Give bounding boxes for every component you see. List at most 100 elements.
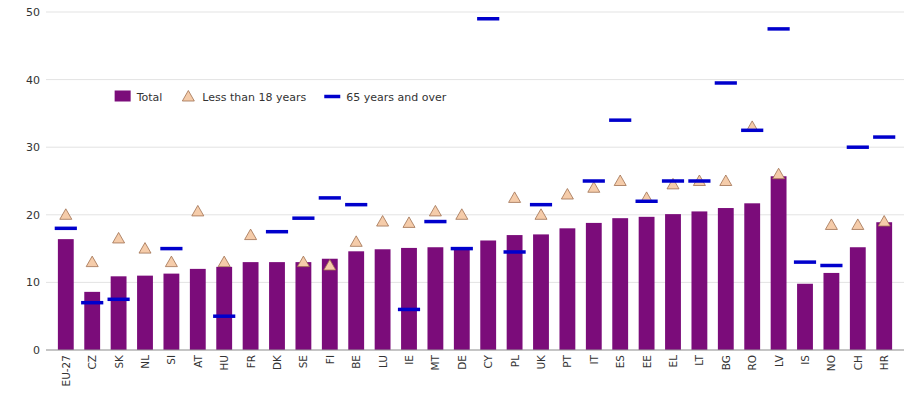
triangle-marker	[60, 209, 72, 220]
triangle-marker	[377, 216, 389, 227]
chart: 01020304050EU-27CZSKNLSIATHUFRDKSEFIBELU…	[0, 0, 916, 412]
bar	[876, 222, 892, 350]
bar	[771, 176, 787, 350]
triangle-marker	[403, 217, 415, 228]
legend-label: Total	[136, 91, 163, 104]
bar	[744, 203, 760, 350]
grid-line	[46, 147, 904, 148]
dash-marker	[794, 260, 816, 264]
dash-marker	[451, 247, 473, 251]
legend-swatch	[115, 91, 131, 102]
dash-marker	[636, 200, 658, 204]
bar	[691, 211, 707, 350]
bar	[639, 217, 655, 350]
triangle-marker	[165, 256, 177, 267]
dash-marker	[55, 227, 77, 231]
x-tick-label: HR	[878, 355, 890, 370]
x-tick-label: CH	[852, 355, 864, 370]
triangle-marker	[720, 175, 732, 186]
bar	[559, 228, 575, 350]
bar	[718, 208, 734, 350]
x-tick-label: DE	[456, 355, 468, 370]
bar	[454, 247, 470, 350]
bar	[665, 214, 681, 350]
bar	[612, 218, 628, 350]
x-tick-label: BG	[720, 355, 732, 370]
bar	[586, 223, 602, 350]
dash-marker	[345, 203, 367, 207]
y-tick-label: 0	[33, 344, 40, 357]
triangle-marker	[218, 256, 230, 267]
triangle-marker	[429, 205, 441, 216]
dash-marker	[847, 145, 869, 149]
dash-marker	[504, 250, 526, 254]
grid-line	[46, 79, 904, 80]
x-tick-label: FI	[324, 355, 336, 364]
legend-swatch	[324, 95, 340, 99]
x-tick-label: MT	[429, 354, 441, 370]
bar	[797, 284, 813, 350]
triangle-marker	[825, 219, 837, 230]
x-tick-label: SK	[113, 354, 125, 369]
dash-marker	[741, 129, 763, 133]
triangle-marker	[773, 168, 785, 179]
x-tick-label: UK	[535, 354, 547, 370]
x-tick-label: EL	[667, 355, 679, 368]
y-tick-label: 50	[26, 6, 40, 19]
x-tick-label: IT	[588, 354, 600, 364]
dash-marker	[609, 118, 631, 122]
x-tick-label: FR	[245, 355, 257, 368]
bar	[111, 276, 127, 350]
bar	[480, 240, 496, 350]
dash-marker	[319, 196, 341, 200]
triangle-marker	[852, 219, 864, 230]
x-tick-label: EU-27	[60, 355, 72, 386]
dash-marker	[266, 230, 288, 234]
dash-marker	[108, 298, 130, 302]
bar	[243, 262, 259, 350]
bar	[375, 249, 391, 350]
dash-marker	[715, 81, 737, 85]
grid	[46, 12, 904, 350]
bar	[216, 267, 232, 350]
dash-marker	[398, 308, 420, 312]
dash-marker	[477, 17, 499, 21]
x-tick-label: DK	[271, 354, 283, 370]
triangle-marker	[614, 175, 626, 186]
dash-marker	[820, 264, 842, 268]
x-tick-label: SI	[165, 355, 177, 365]
bar	[533, 234, 549, 350]
dash-marker	[160, 247, 182, 251]
legend: Total Less than 18 years 65 years and over	[115, 91, 447, 104]
grid-line	[46, 350, 904, 351]
x-tick-label: NL	[139, 355, 151, 369]
legend-swatch	[182, 91, 194, 102]
triangle-marker	[456, 209, 468, 220]
legend-label: Less than 18 years	[202, 91, 306, 104]
dash-marker	[292, 216, 314, 220]
y-tick-label: 10	[26, 276, 40, 289]
x-axis-line	[46, 350, 904, 351]
dash-marker	[81, 301, 103, 305]
x-tick-label: IS	[799, 355, 811, 365]
bar	[348, 251, 364, 350]
triangle-marker	[561, 189, 573, 200]
triangle-marker	[350, 236, 362, 247]
bar	[269, 262, 285, 350]
x-tick-label: HU	[218, 355, 230, 371]
bar	[322, 259, 338, 350]
legend-label: 65 years and over	[346, 91, 446, 104]
bar	[190, 269, 206, 350]
bar	[137, 276, 153, 350]
dash-marker	[424, 220, 446, 224]
triangle-marker	[535, 209, 547, 220]
x-tick-label: LT	[693, 354, 705, 365]
dash-marker	[873, 135, 895, 139]
y-tick-label: 20	[26, 209, 40, 222]
dash-marker	[583, 179, 605, 183]
dash-marker	[688, 179, 710, 183]
x-tick-label: CZ	[86, 355, 98, 370]
x-tick-label: ES	[614, 355, 626, 369]
bar	[427, 247, 443, 350]
x-tick-label: PT	[561, 354, 573, 367]
